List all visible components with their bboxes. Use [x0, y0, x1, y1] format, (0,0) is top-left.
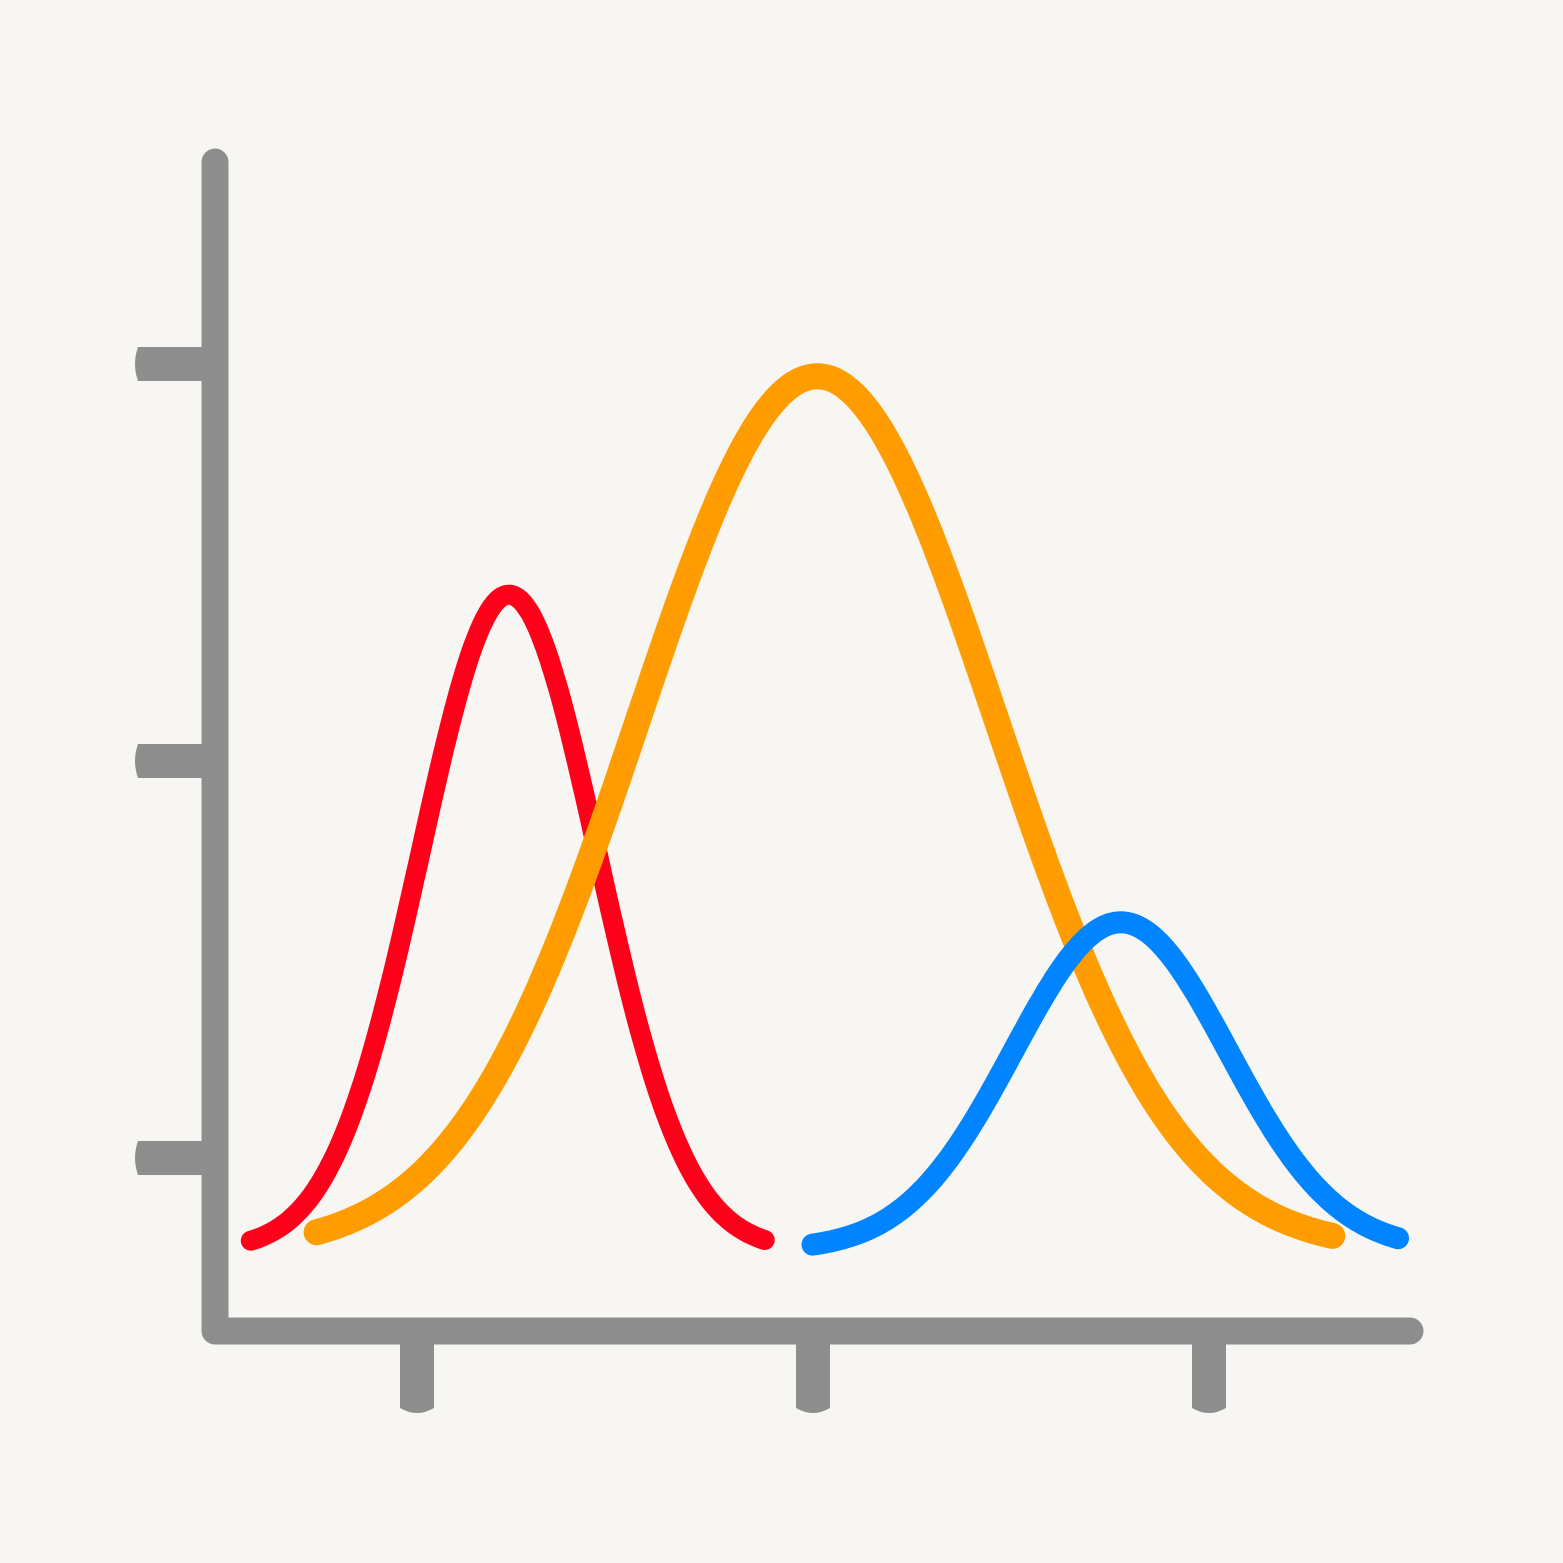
x-tick-3: [1192, 1331, 1226, 1413]
x-tick-1: [400, 1331, 434, 1413]
y-tick-1: [135, 347, 215, 381]
x-tick-2: [796, 1331, 830, 1413]
y-tick-3: [135, 1141, 215, 1175]
chart-axes: [135, 148, 1424, 1413]
axes-lines: [201, 148, 1424, 1345]
y-tick-2: [135, 744, 215, 778]
series-red-curve: [240, 584, 775, 1251]
series-orange-curve: [303, 363, 1346, 1249]
chart-series: [240, 363, 1409, 1256]
series-blue-curve: [801, 911, 1409, 1256]
